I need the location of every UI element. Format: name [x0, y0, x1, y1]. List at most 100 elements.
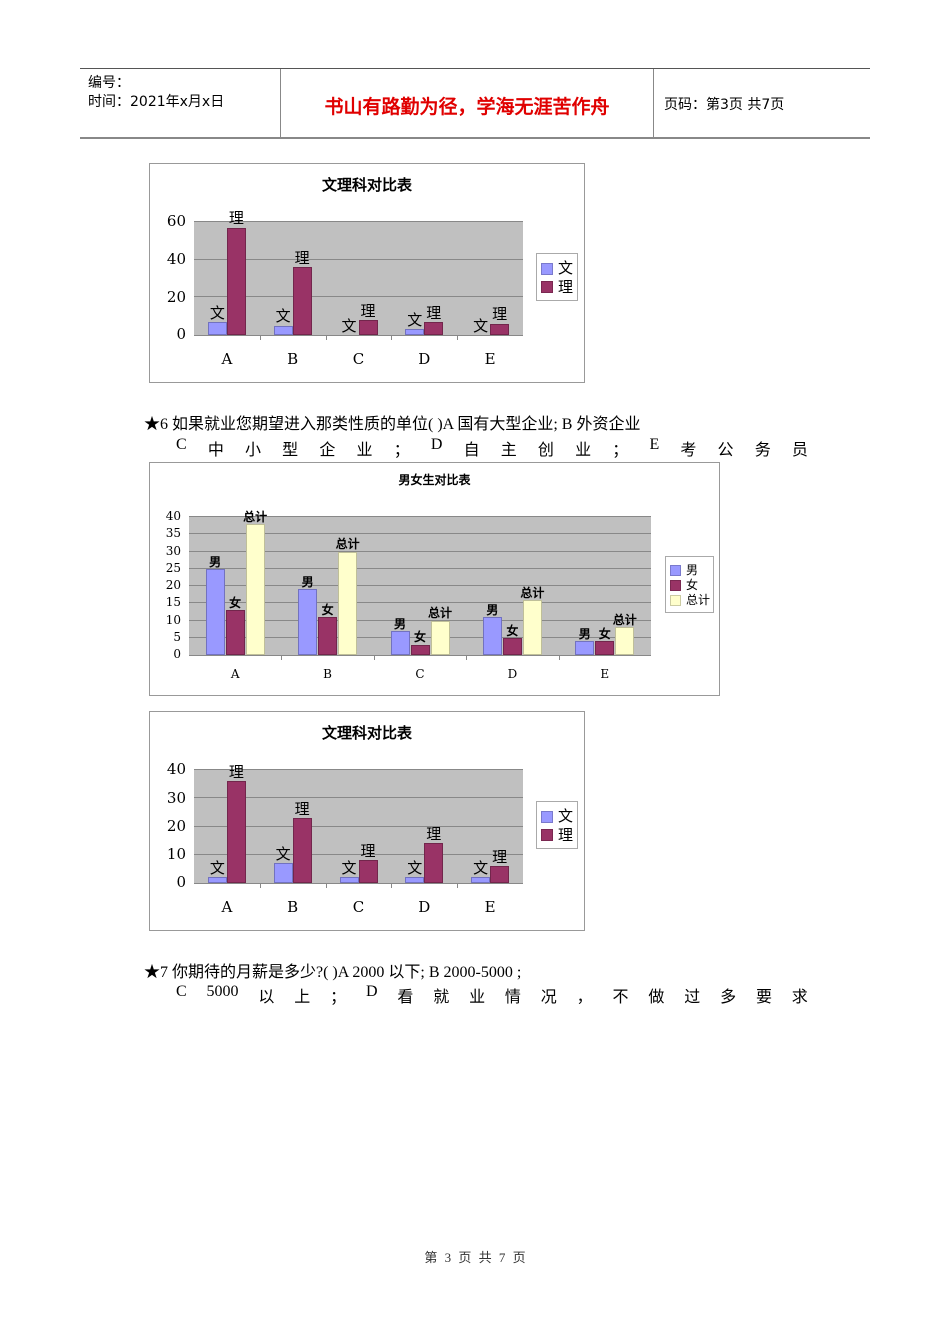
- bar-A-文: [207, 321, 227, 335]
- data-label: 女: [413, 630, 426, 645]
- y-axis-tick: 60: [166, 212, 186, 231]
- x-tick-mark: [466, 655, 468, 660]
- legend-label: 女: [686, 578, 699, 592]
- data-label: 理: [294, 248, 310, 267]
- data-label: 男: [301, 575, 314, 590]
- y-axis-tick: 40: [165, 509, 181, 524]
- gridline: [194, 296, 523, 298]
- gridline: [189, 636, 651, 638]
- legend-swatch: [541, 262, 553, 275]
- chart-liberal-science-1: 文理科对比表 0 20 40 60 A 文理 B 文理 C 文理 D 文理 E 文理文理: [149, 163, 585, 383]
- y-axis-tick: 35: [165, 526, 181, 541]
- x-axis-tick: E: [600, 667, 610, 681]
- text-glyph: 就: [433, 989, 450, 1006]
- data-label: 文: [407, 311, 423, 330]
- text-glyph: 务: [754, 442, 771, 459]
- bar-A-男: [205, 568, 225, 655]
- data-label: 理: [492, 305, 508, 324]
- y-axis-tick: 10: [165, 612, 181, 627]
- text-glyph: 要: [755, 989, 772, 1006]
- bar-B-总计: [338, 551, 358, 655]
- data-label: 文: [473, 859, 489, 878]
- gridline: [194, 825, 523, 827]
- bar-E-理: [490, 323, 510, 335]
- document-date: 时间：2021年x月x日: [88, 94, 225, 110]
- bar-E-总计: [615, 627, 635, 655]
- bar-A-理: [226, 227, 246, 335]
- text-glyph: E: [649, 436, 660, 453]
- x-axis-tick: B: [323, 667, 332, 681]
- data-label: 理: [360, 842, 376, 861]
- bar-C-理: [358, 319, 378, 335]
- legend-item: 理: [541, 278, 577, 297]
- bar-E-男: [575, 641, 595, 655]
- legend-label: 男: [686, 563, 699, 577]
- x-axis-tick: C: [415, 667, 425, 681]
- text-glyph: 业: [575, 442, 592, 459]
- bar-A-文: [207, 877, 227, 883]
- x-axis-tick: A: [230, 667, 240, 681]
- data-label: 文: [407, 859, 423, 878]
- text-glyph: 过: [684, 989, 701, 1006]
- x-axis-tick: A: [221, 898, 233, 916]
- legend-item: 文: [541, 259, 577, 278]
- y-axis-tick: 40: [166, 760, 186, 779]
- data-label: 女: [229, 595, 242, 610]
- x-axis-tick: D: [507, 667, 518, 681]
- legend-item: 理: [541, 826, 577, 845]
- data-label: 理: [426, 303, 442, 322]
- text-glyph: 员: [791, 442, 808, 459]
- gridline: [189, 533, 651, 535]
- data-label: 文: [209, 303, 225, 322]
- chart-male-female: 男女生对比表 0 5 10 15 20 25 30 35 40 A 男女总计 B 男女总计 C 男女总计 D 男女…: [149, 462, 720, 696]
- x-axis-tick: E: [484, 898, 496, 916]
- text-glyph: 多: [720, 989, 737, 1006]
- data-label: 男: [578, 627, 591, 641]
- text-glyph: C: [176, 436, 187, 453]
- x-axis-tick: B: [287, 898, 299, 916]
- x-tick-mark: [325, 335, 327, 340]
- y-axis-tick: 20: [166, 287, 186, 306]
- text-glyph: 不: [612, 989, 629, 1006]
- bar-A-总计: [245, 523, 265, 655]
- legend-swatch: [541, 829, 553, 842]
- text-glyph: 求: [791, 989, 808, 1006]
- x-axis-tick: B: [287, 350, 299, 368]
- legend-item: 男: [670, 563, 713, 578]
- text-glyph: D: [430, 436, 443, 453]
- text-glyph: 做: [648, 989, 665, 1006]
- legend-item: 女: [670, 578, 713, 593]
- legend-label: 文: [558, 807, 574, 826]
- x-axis-tick: C: [352, 898, 365, 916]
- bar-D-男: [482, 617, 502, 655]
- text-glyph: 型: [282, 442, 299, 459]
- bar-C-总计: [430, 620, 450, 655]
- x-tick-mark: [558, 655, 560, 660]
- bar-D-总计: [522, 599, 542, 655]
- x-tick-mark: [281, 655, 283, 660]
- data-label: 女: [506, 623, 519, 638]
- y-axis-tick: 25: [165, 560, 181, 575]
- gridline: [189, 585, 651, 586]
- bar-B-理: [292, 267, 312, 335]
- text-glyph: 以: [258, 989, 275, 1006]
- text-glyph: 自: [463, 442, 480, 459]
- bar-B-女: [318, 617, 338, 655]
- text-glyph: ；: [612, 442, 629, 459]
- legend-label: 文: [558, 259, 574, 278]
- plot-area: [189, 516, 651, 660]
- question-6-line-1: ★6 如果就业您期望进入那类性质的单位( )A 国有大型企业; B 外资企业: [144, 416, 641, 433]
- text-glyph: 业: [356, 442, 373, 459]
- y-axis-tick: 20: [166, 816, 186, 835]
- gridline: [194, 221, 523, 222]
- bar-A-理: [226, 781, 246, 883]
- bar-A-女: [225, 610, 245, 655]
- chart-legend: 文理: [536, 801, 578, 849]
- text-glyph: 中: [207, 442, 224, 459]
- legend-swatch: [670, 580, 681, 591]
- data-label: 男: [209, 554, 222, 569]
- text-glyph: 上: [294, 989, 311, 1006]
- data-label: 理: [426, 825, 442, 844]
- x-axis-tick: A: [221, 350, 233, 368]
- data-label: 文: [275, 307, 291, 326]
